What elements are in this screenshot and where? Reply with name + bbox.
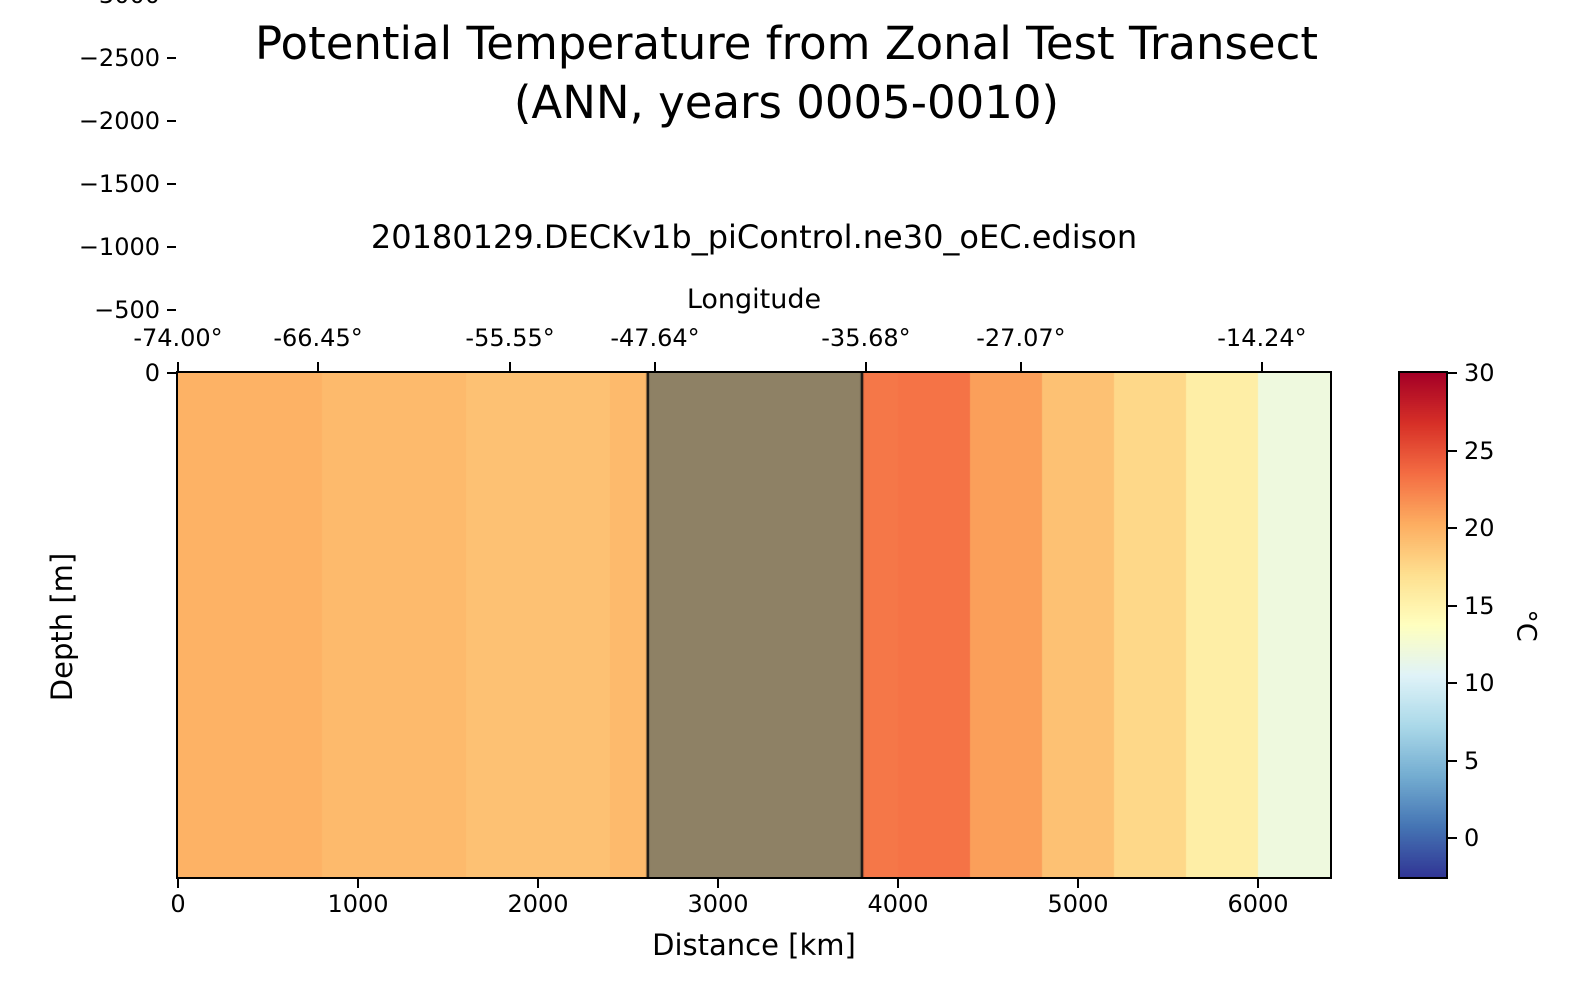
longitude-tick-label: -47.64° (610, 324, 700, 352)
x-tick-label: 3000 (687, 890, 749, 918)
x-tick-mark (537, 879, 539, 888)
colorbar-tick-label: 30 (1464, 359, 1495, 387)
y-tick-label: −2000 (78, 107, 160, 135)
y-tick-mark (167, 183, 176, 185)
x-tick-mark (1077, 879, 1079, 888)
y-tick-mark (167, 57, 176, 59)
temperature-heatmap-canvas (178, 373, 1330, 877)
colorbar-tick-label: 10 (1464, 669, 1495, 698)
x-tick-label: 1000 (327, 890, 389, 918)
x-tick-mark (897, 879, 899, 888)
colorbar-tick-label: 5 (1464, 746, 1480, 775)
x-axis-label-distance: Distance [km] (652, 928, 856, 962)
y-tick-mark (167, 246, 176, 248)
colorbar-tick-label: 25 (1464, 436, 1495, 465)
colorbar-canvas (1400, 373, 1446, 877)
y-tick-label: 0 (144, 359, 160, 387)
longitude-tick-label: -74.00° (133, 324, 223, 352)
y-tick-mark (167, 120, 176, 122)
y-tick-label: −3000 (20, 0, 160, 11)
longitude-tick-label: -55.55° (465, 324, 555, 352)
longitude-tick-mark (654, 362, 656, 371)
longitude-tick-mark (1260, 362, 1263, 371)
figure-title-line1: Potential Temperature from Zonal Test Tr… (255, 17, 1318, 70)
y-tick-label: −500 (94, 296, 160, 324)
colorbar (1398, 371, 1448, 879)
longitude-tick-mark (177, 362, 179, 371)
y-tick-mark (167, 372, 176, 374)
x-tick-mark (177, 879, 179, 888)
y-tick-mark (167, 309, 176, 311)
colorbar-tick-label: 20 (1464, 514, 1495, 543)
colorbar-tick-mark (1448, 527, 1457, 530)
longitude-tick-mark (1019, 362, 1022, 371)
colorbar-tick-mark (1448, 682, 1457, 685)
longitude-tick-mark (317, 362, 320, 371)
y-axis-label-depth: Depth [m] (45, 552, 79, 702)
colorbar-tick-mark (1448, 759, 1457, 762)
colorbar-tick-label: 15 (1464, 591, 1495, 620)
x-tick-mark (1257, 879, 1259, 888)
x-tick-mark (717, 879, 719, 888)
colorbar-tick-mark (1448, 837, 1457, 840)
y-tick-label: −1000 (78, 233, 160, 261)
axes-subtitle: 20180129.DECKv1b_piControl.ne30_oEC.edis… (370, 218, 1138, 256)
figure-title-line2: (ANN, years 0005-0010) (513, 76, 1060, 129)
x-tick-label: 4000 (867, 890, 929, 918)
y-tick-label: −2500 (78, 44, 160, 72)
x-tick-label: 6000 (1227, 890, 1289, 918)
figure-title: Potential Temperature from Zonal Test Tr… (0, 14, 1573, 132)
x-tick-label: 0 (170, 890, 186, 918)
plot-area (176, 371, 1332, 879)
colorbar-tick-mark (1448, 604, 1457, 607)
top-axis-label-longitude: Longitude (686, 284, 822, 315)
longitude-tick-label: -27.07° (976, 324, 1066, 352)
colorbar-tick-mark (1448, 449, 1457, 452)
longitude-tick-label: -14.24° (1217, 324, 1307, 352)
colorbar-tick-label: 0 (1464, 824, 1480, 853)
x-tick-label: 2000 (507, 890, 569, 918)
longitude-tick-label: -66.45° (273, 324, 363, 352)
x-tick-label: 5000 (1047, 890, 1109, 918)
y-tick-label: −1500 (78, 170, 160, 198)
colorbar-tick-mark (1448, 372, 1457, 374)
longitude-tick-label: -35.68° (821, 324, 911, 352)
x-tick-mark (357, 879, 359, 888)
longitude-tick-mark (864, 362, 867, 371)
longitude-tick-mark (509, 362, 512, 371)
